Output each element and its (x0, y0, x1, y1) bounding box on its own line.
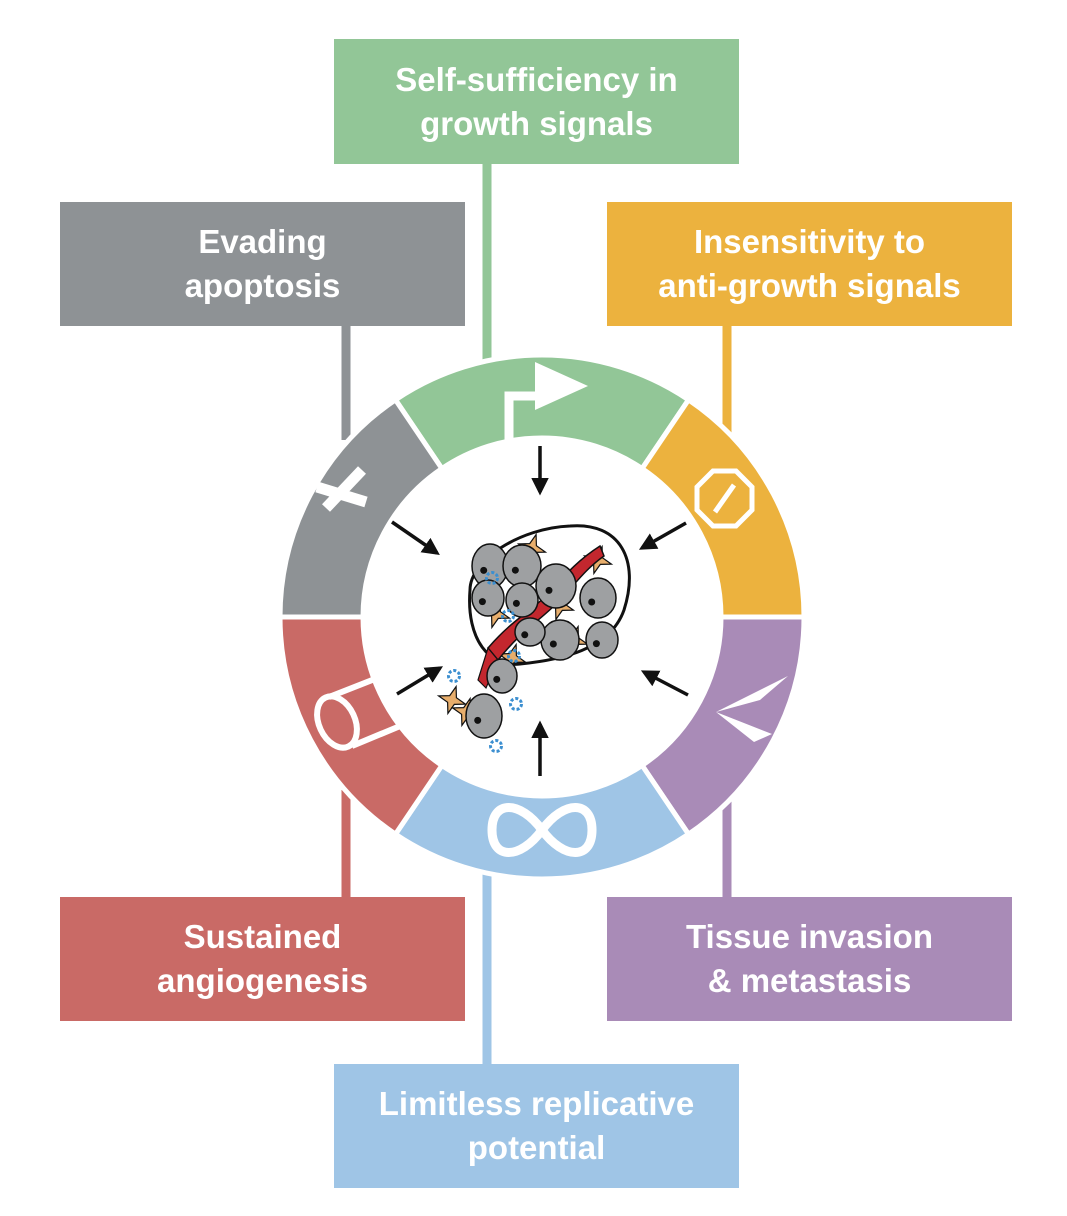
hallmark-ring (277, 352, 807, 882)
box-bg-growth (334, 39, 739, 164)
cell-nucleus (588, 598, 596, 606)
box-bg-apoptosis (60, 202, 465, 326)
label-evading-apoptosis-line2: apoptosis (184, 267, 341, 304)
signal-protein (447, 669, 461, 683)
signal-protein (509, 697, 523, 711)
cell-nucleus (493, 675, 501, 683)
box-bg-invasion (607, 897, 1012, 1021)
label-insensitivity-line2: anti-growth signals (658, 267, 961, 304)
cell-nucleus (478, 598, 486, 606)
arrow-head-icon (535, 362, 588, 410)
label-evading-apoptosis: Evading apoptosis (60, 202, 465, 326)
tumor-illustration (436, 524, 631, 753)
signal-protein (501, 609, 515, 623)
label-evading-apoptosis-line1: Evading (198, 223, 327, 260)
tumor-cell (486, 658, 518, 694)
box-bg-replicative (334, 1064, 739, 1188)
cell-nucleus (512, 599, 520, 607)
tumor-cell (535, 563, 577, 609)
cell-nucleus (545, 586, 553, 594)
connector-lines (60, 39, 1012, 1188)
label-self-sufficiency: Self-sufficiency in growth signals (334, 39, 739, 164)
pointer-arrow (638, 521, 687, 550)
pointer-arrows (391, 446, 689, 776)
tumor-cell (471, 579, 505, 617)
ring-icons (314, 362, 788, 857)
cell-nucleus (511, 566, 519, 574)
box-bg-angiogenesis (60, 897, 465, 1021)
cell-nucleus (549, 640, 557, 648)
signal-protein (485, 571, 499, 585)
label-sustained-angiogenesis-line1: Sustained (183, 918, 342, 955)
label-self-sufficiency-line1: Self-sufficiency in (395, 60, 678, 98)
no-entry-icon (694, 468, 755, 529)
signal-protein (507, 649, 521, 663)
tumor-cell (502, 544, 542, 588)
cell-nucleus (474, 716, 482, 724)
infinity-icon (487, 803, 597, 857)
box-bg-antigrowth (607, 202, 1012, 326)
label-tissue-invasion-line2: & metastasis (707, 962, 912, 999)
label-sustained-angiogenesis: Sustained angiogenesis (60, 897, 465, 1021)
cell-nucleus (592, 640, 600, 648)
label-tissue-invasion: Tissue invasion & metastasis (607, 897, 1012, 1021)
signal-protein (489, 739, 503, 753)
vessel-tube-icon (314, 672, 407, 751)
label-tissue-invasion-line1: Tissue invasion (686, 918, 933, 955)
tumor-cell (579, 577, 617, 619)
tumor-cell (540, 619, 580, 661)
pointer-arrow (396, 666, 443, 696)
label-limitless-replicative-line1: Limitless replicative (378, 1085, 695, 1122)
label-insensitivity-line1: Insensitivity to (693, 223, 926, 260)
tumor-cell (465, 693, 503, 739)
pointer-arrow (640, 670, 689, 697)
label-insensitivity: Insensitivity to anti-growth signals (607, 202, 1012, 326)
tumor-cell (585, 621, 619, 659)
label-limitless-replicative-line2: potential (467, 1129, 606, 1166)
tumor-cell (514, 617, 546, 647)
invasion-icon (716, 676, 788, 742)
cell-nucleus (521, 631, 529, 639)
label-sustained-angiogenesis-line2: angiogenesis (157, 962, 368, 999)
pointer-arrow (391, 520, 440, 555)
arrow-icon (504, 391, 540, 468)
label-limitless-replicative: Limitless replicative potential (334, 1064, 739, 1188)
cross-icon (315, 466, 368, 512)
tumor-cell (505, 582, 539, 618)
cell-nucleus (480, 566, 488, 574)
label-self-sufficiency-line2: growth signals (420, 104, 653, 142)
